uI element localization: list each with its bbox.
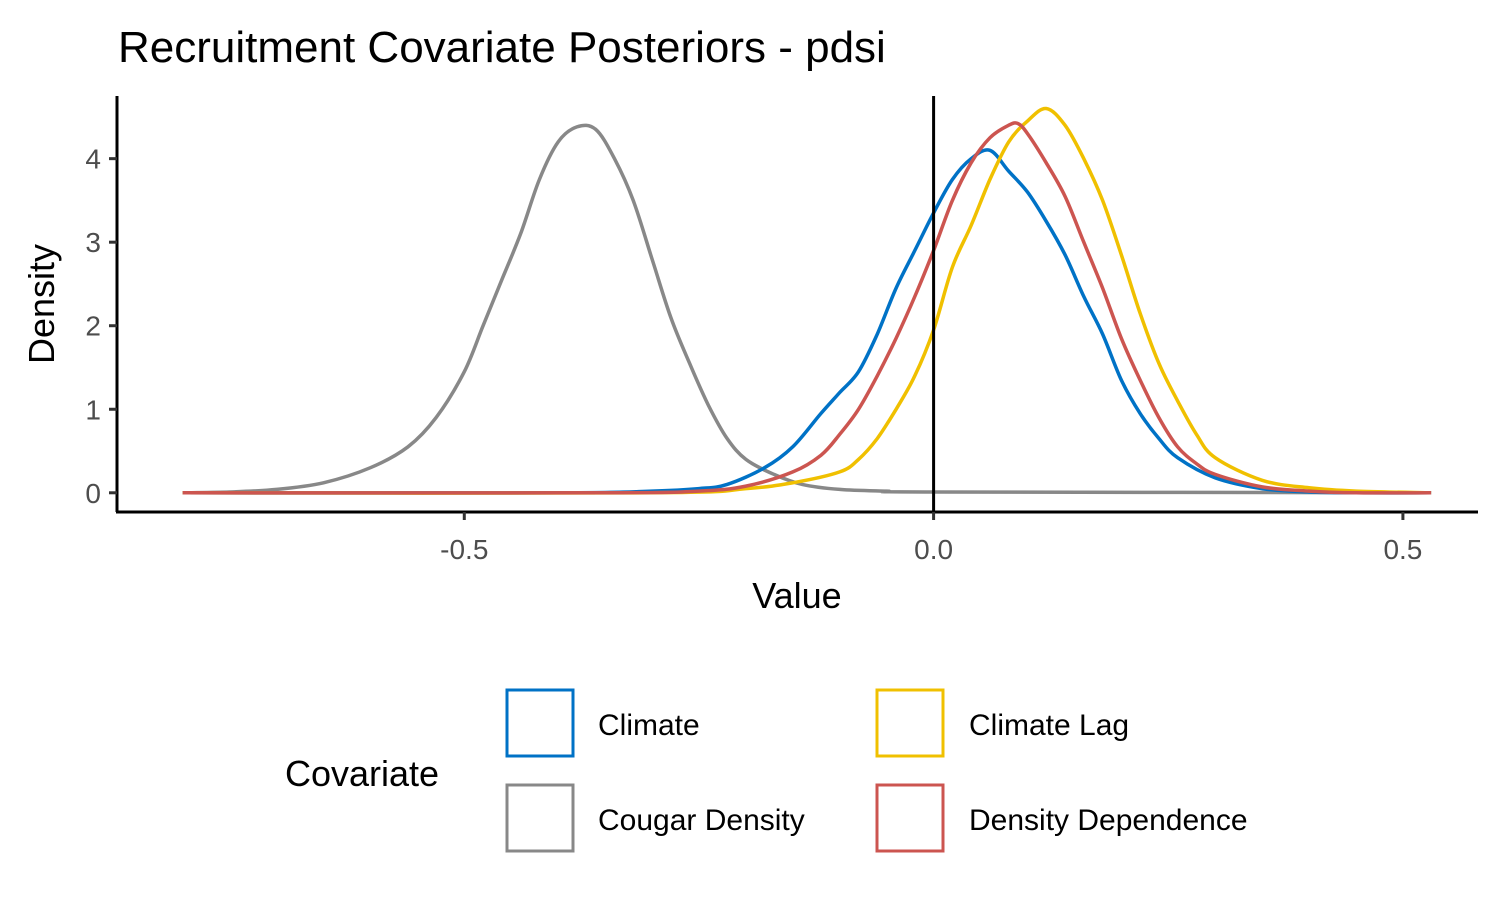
chart-title: Recruitment Covariate Posteriors - pdsi [118, 23, 886, 72]
legend-label-cougar-density: Cougar Density [598, 804, 805, 837]
x-axis-title: Value [752, 575, 841, 616]
y-tick-label: 3 [85, 227, 101, 258]
series-line-density-dependence [182, 121, 1432, 495]
y-tick-label: 1 [85, 394, 101, 425]
x-axis-ticks: -0.5 0.0 0.5 [440, 512, 1422, 565]
x-tick-label: 0.5 [1383, 534, 1422, 565]
series-line-climate [182, 148, 1432, 495]
y-tick-label: 2 [85, 311, 101, 342]
legend-label-climate: Climate [598, 709, 700, 742]
legend: Covariate Climate Climate Lag Cougar Den… [285, 688, 1248, 853]
legend-key-density-dependence [875, 783, 945, 853]
legend-key-cougar-density [505, 783, 575, 853]
y-tick-label: 4 [85, 144, 101, 175]
legend-title: Covariate [285, 753, 439, 794]
series-layer [182, 106, 1432, 495]
x-tick-label: 0.0 [914, 534, 953, 565]
x-tick-label: -0.5 [440, 534, 488, 565]
legend-key-climate [505, 688, 575, 758]
y-axis-title: Density [21, 244, 62, 364]
y-tick-label: 0 [85, 478, 101, 509]
legend-label-climate-lag: Climate Lag [969, 709, 1129, 742]
series-line-climate-lag [182, 106, 1432, 495]
y-axis-ticks: 0 1 2 3 4 [85, 144, 117, 509]
series-line-cougar-density [182, 123, 1432, 495]
legend-label-density-dependence: Density Dependence [969, 804, 1248, 837]
plot-area [115, 96, 1478, 514]
legend-key-climate-lag [875, 688, 945, 758]
